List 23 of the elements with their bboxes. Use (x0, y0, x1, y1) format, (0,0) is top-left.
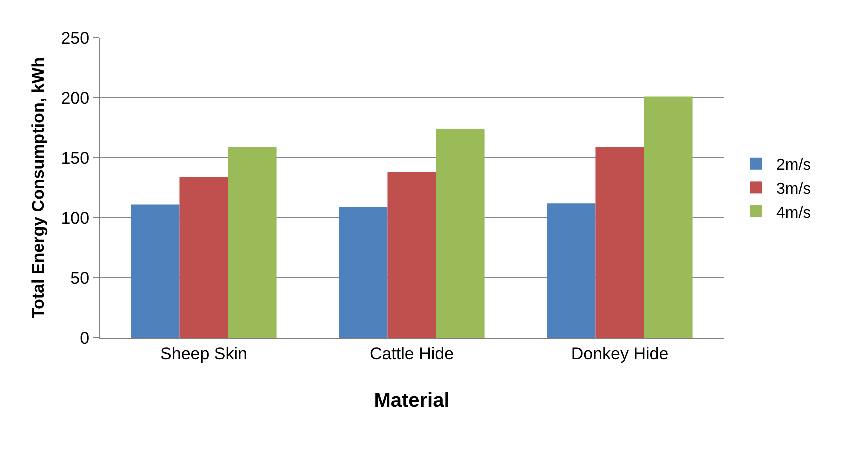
bar (436, 129, 485, 338)
bar (388, 172, 436, 338)
y-tick-label: 250 (61, 28, 90, 48)
y-tick-label: 200 (61, 88, 90, 108)
bar (596, 147, 644, 338)
x-tick-label: Cattle Hide (370, 344, 454, 364)
bar (228, 147, 277, 338)
legend-label: 4m/s (776, 204, 812, 222)
bar (180, 177, 228, 338)
y-axis-title: Total Energy Consumption, kWh (28, 57, 48, 319)
bar (131, 204, 180, 338)
x-tick-label: Donkey Hide (571, 344, 669, 364)
bar (339, 207, 388, 338)
x-axis-title: Material (374, 390, 450, 412)
y-tick-label: 0 (80, 328, 90, 348)
x-tick-label: Sheep Skin (160, 344, 248, 364)
legend-label: 2m/s (776, 157, 812, 174)
legend-label: 3m/s (776, 180, 812, 198)
y-tick-label: 150 (61, 148, 90, 168)
y-tick-label: 50 (70, 268, 90, 288)
y-tick-label: 100 (61, 208, 90, 228)
bar (644, 96, 693, 338)
bar (547, 204, 596, 338)
